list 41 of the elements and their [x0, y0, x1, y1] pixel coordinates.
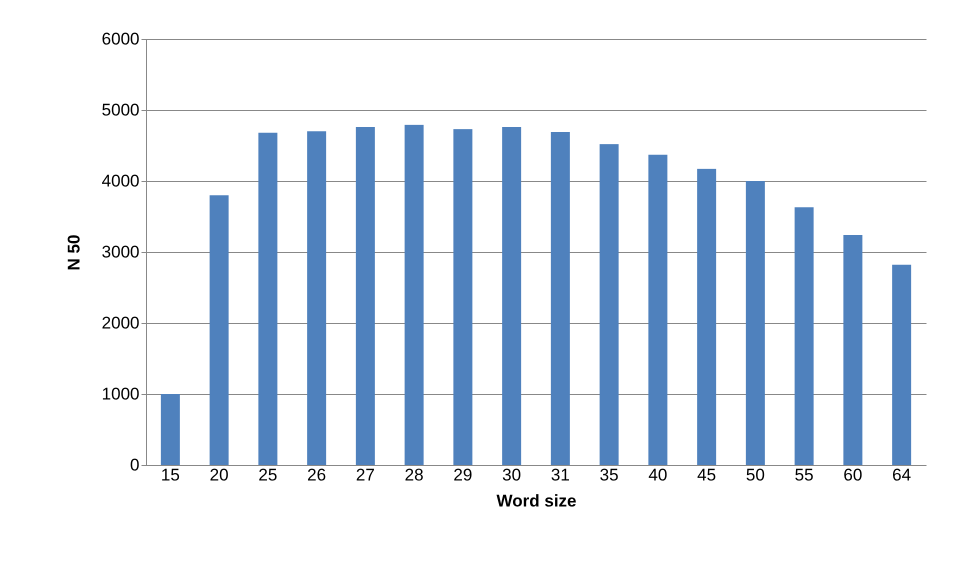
- y-tick-label: 4000: [102, 172, 140, 190]
- x-tick-label: 50: [746, 466, 765, 484]
- x-tick-label: 20: [210, 466, 229, 484]
- x-axis-title: Word size: [496, 492, 576, 510]
- y-axis-title: N 50: [64, 234, 84, 270]
- bar: [307, 131, 326, 465]
- bar: [356, 127, 375, 465]
- y-tick-label: 6000: [102, 30, 140, 48]
- bar: [843, 234, 862, 465]
- x-tick-label: 31: [550, 466, 570, 484]
- x-tick-label: 28: [404, 466, 424, 484]
- bar: [404, 124, 424, 465]
- x-tick-label: 27: [356, 466, 375, 484]
- bar: [892, 264, 912, 465]
- y-tick-label: 3000: [102, 242, 140, 262]
- x-tick-label: 26: [307, 466, 326, 484]
- bar: [600, 144, 619, 465]
- y-tick-label: 2000: [102, 314, 140, 332]
- x-tick-label: 25: [258, 466, 278, 484]
- bar: [697, 168, 716, 465]
- bar: [160, 394, 180, 465]
- bar: [453, 129, 472, 465]
- x-tick-label: 15: [160, 466, 180, 484]
- y-tick-label: 0: [130, 456, 140, 474]
- x-tick-label: 60: [843, 466, 862, 484]
- x-tick-label: 30: [502, 466, 522, 484]
- bar: [746, 181, 765, 465]
- bar: [210, 195, 229, 465]
- x-tick-label: 64: [892, 466, 912, 484]
- bar: [258, 132, 278, 465]
- bar: [794, 207, 814, 465]
- y-tick-label: 1000: [102, 384, 140, 404]
- bar: [648, 154, 668, 465]
- x-tick-label: 45: [697, 466, 716, 484]
- bar: [502, 127, 522, 465]
- x-tick-label: 55: [794, 466, 814, 484]
- bar: [550, 132, 570, 465]
- x-tick-label: 40: [648, 466, 668, 484]
- x-tick-label: 29: [453, 466, 472, 484]
- y-tick-label: 5000: [102, 100, 140, 120]
- x-tick-label: 35: [600, 466, 619, 484]
